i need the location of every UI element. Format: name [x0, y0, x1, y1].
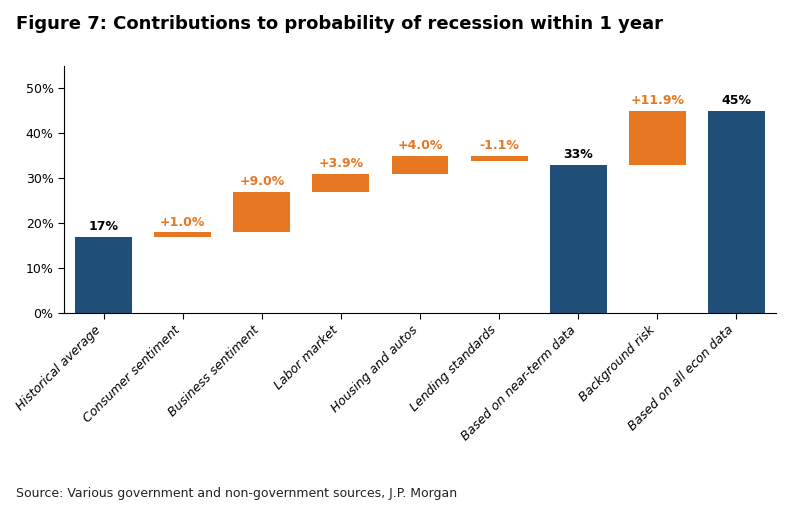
- Text: 45%: 45%: [722, 94, 751, 107]
- Bar: [313, 174, 370, 191]
- Bar: [550, 165, 606, 313]
- Bar: [708, 111, 765, 313]
- Text: +4.0%: +4.0%: [398, 139, 442, 153]
- Text: Figure 7: Contributions to probability of recession within 1 year: Figure 7: Contributions to probability o…: [16, 15, 663, 33]
- Bar: [391, 156, 449, 174]
- Text: 33%: 33%: [563, 148, 593, 161]
- Text: +9.0%: +9.0%: [239, 175, 285, 188]
- Text: +11.9%: +11.9%: [630, 94, 684, 108]
- Bar: [629, 111, 686, 165]
- Text: 17%: 17%: [89, 220, 118, 233]
- Bar: [75, 237, 132, 313]
- Bar: [470, 156, 527, 161]
- Text: +3.9%: +3.9%: [318, 158, 363, 171]
- Text: Source: Various government and non-government sources, J.P. Morgan: Source: Various government and non-gover…: [16, 487, 457, 500]
- Bar: [234, 191, 290, 232]
- Text: +1.0%: +1.0%: [160, 216, 206, 229]
- Bar: [154, 232, 211, 237]
- Text: -1.1%: -1.1%: [479, 139, 519, 153]
